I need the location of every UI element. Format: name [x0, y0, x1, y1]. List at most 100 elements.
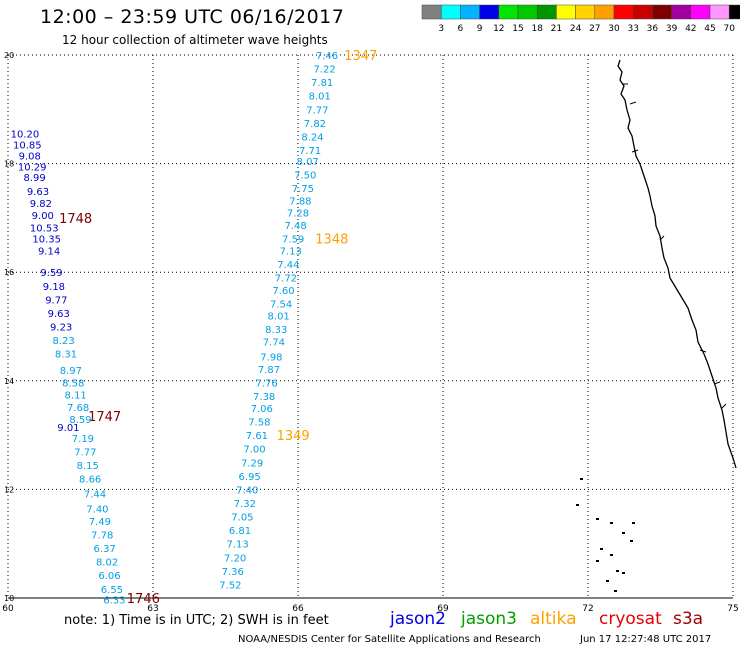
scale-label: 6	[458, 24, 464, 34]
wave-height-value: 7.71	[299, 146, 321, 157]
wave-height-value: 8.01	[268, 312, 290, 323]
coastline-detail	[713, 381, 721, 385]
pass-time-label: 1348	[315, 233, 348, 248]
wave-height-value: 6.37	[94, 544, 116, 555]
wave-height-value: 9.82	[30, 199, 52, 210]
wave-height-value: 7.78	[91, 530, 113, 541]
wave-height-value: 10.20	[11, 130, 40, 141]
wave-height-value: 7.38	[253, 392, 275, 403]
island	[632, 522, 635, 524]
pass-time-label: 1748	[59, 212, 92, 227]
y-tick-label: 16	[4, 268, 14, 277]
legend-jason2: jason2	[390, 609, 446, 629]
scale-label: 21	[551, 24, 562, 34]
coastline-detail	[721, 403, 727, 409]
wave-height-value: 8.58	[62, 378, 84, 389]
wave-height-value: 7.77	[306, 105, 328, 116]
pass-time-label: 1746	[127, 592, 160, 607]
wave-height-value: 7.87	[258, 365, 280, 376]
pass-time-label: 1347	[344, 49, 377, 64]
wave-height-value: 9.01	[57, 423, 79, 434]
scale-label: 15	[512, 24, 523, 34]
coastline	[617, 59, 737, 469]
wave-height-value: 7.75	[292, 184, 314, 195]
scale-label: 27	[589, 24, 600, 34]
scale-swatch	[728, 4, 740, 20]
island	[610, 554, 613, 556]
wave-height-value: 7.06	[251, 404, 273, 415]
wave-height-value: 8.31	[55, 350, 77, 361]
x-tick-label: 60	[2, 604, 14, 614]
wave-height-value: 7.46	[316, 51, 338, 62]
coastline-detail	[629, 101, 637, 105]
x-tick-label: 75	[727, 604, 738, 614]
wave-height-value: 10.53	[30, 224, 59, 235]
wave-height-value: 8.33	[265, 325, 287, 336]
wave-height-value: 7.05	[231, 513, 253, 524]
coastline-detail	[659, 235, 665, 241]
scale-label: 18	[531, 24, 543, 34]
wave-height-value: 7.32	[234, 499, 256, 510]
wave-height-value: 7.40	[86, 504, 108, 515]
wave-height-value: 8.01	[309, 92, 331, 103]
wave-height-value: 7.52	[219, 580, 241, 591]
wave-height-value: 8.97	[60, 366, 82, 377]
generated-timestamp: Jun 17 12:27:48 UTC 2017	[580, 634, 712, 645]
island	[622, 572, 625, 574]
scale-label: 30	[608, 24, 620, 34]
wave-height-value: 9.63	[48, 309, 70, 320]
wave-height-value: 9.23	[50, 323, 72, 334]
wave-height-value: 7.13	[280, 246, 302, 257]
wave-height-value: 7.76	[255, 378, 277, 389]
island	[606, 580, 609, 582]
scale-label: 39	[666, 24, 678, 34]
footer-note: note: 1) Time is in UTC; 2) SWH is in fe…	[64, 613, 329, 628]
scale-label: 42	[685, 24, 696, 34]
wave-height-value: 7.88	[289, 197, 311, 208]
x-tick-label: 63	[147, 604, 158, 614]
wave-height-value: 7.19	[72, 434, 94, 445]
x-tick-label: 66	[292, 604, 304, 614]
wave-height-value: 7.29	[241, 458, 263, 469]
island	[614, 590, 617, 592]
wave-height-value: 8.02	[96, 558, 118, 569]
island	[630, 540, 633, 542]
wave-height-value: 9.08	[19, 151, 41, 162]
wave-height-value: 7.50	[294, 170, 316, 181]
wave-height-value: 10.85	[13, 141, 42, 152]
wave-height-value: 10.35	[32, 235, 61, 246]
coastline-detail	[699, 349, 707, 353]
wave-height-value: 7.20	[224, 553, 246, 564]
wave-height-value: 7.58	[248, 418, 270, 429]
wave-height-value: 7.74	[263, 338, 285, 349]
wave-height-value: 7.13	[226, 540, 248, 551]
wave-height-value: 6.95	[239, 472, 261, 483]
wave-height-value: 7.72	[275, 274, 297, 285]
y-tick-label: 12	[4, 485, 14, 494]
scale-label: 70	[723, 24, 735, 34]
wave-height-value: 8.07	[297, 157, 319, 168]
pass-time-label: 1747	[88, 410, 121, 425]
wave-height-value: 7.77	[74, 447, 96, 458]
y-tick-label: 14	[4, 377, 14, 386]
wave-height-value: 7.00	[243, 445, 265, 456]
wave-height-value: 9.63	[27, 187, 49, 198]
wave-height-value: 9.18	[43, 282, 65, 293]
scale-label: 12	[493, 24, 504, 34]
x-tick-label: 69	[437, 604, 449, 614]
wave-height-value: 7.22	[313, 65, 335, 76]
wave-height-value: 8.24	[301, 132, 323, 143]
wave-height-value: 7.61	[246, 431, 268, 442]
wave-height-value: 6.81	[229, 526, 251, 537]
wave-height-value: 7.81	[311, 78, 333, 89]
wave-height-value: 7.60	[272, 286, 294, 297]
island	[596, 560, 599, 562]
page-title: 12:00 – 23:59 UTC 06/16/2017	[40, 6, 345, 28]
y-tick-label: 20	[4, 51, 14, 60]
wave-height-value: 7.44	[277, 260, 299, 271]
y-tick-label: 18	[4, 160, 14, 169]
wave-height-value: 9.77	[45, 295, 67, 306]
wave-height-value: 7.36	[222, 567, 244, 578]
